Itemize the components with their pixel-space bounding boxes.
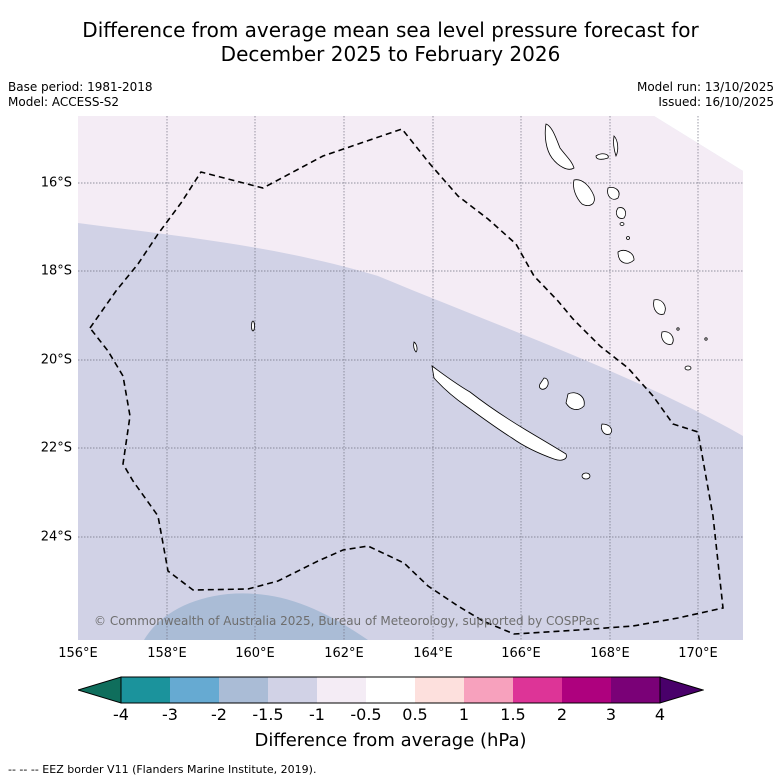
colorbar-segment: [317, 677, 366, 703]
island-malekula: [573, 179, 595, 206]
lon-label-158e: 158°E: [147, 646, 187, 661]
lat-label-16s: 16°S: [40, 175, 72, 191]
colorbar-tick: 1: [458, 705, 470, 724]
island-maewo: [613, 135, 619, 158]
colorbar-segment: [366, 677, 415, 703]
model-text: Model: ACCESS-S2: [8, 95, 120, 109]
colorbar-tick: -1.5: [252, 705, 284, 724]
colorbar-extend-high: [659, 676, 704, 704]
island-belep: [413, 341, 418, 353]
colorbar-segment: [415, 677, 464, 703]
title-line-2: December 2025 to February 2026: [220, 42, 561, 66]
colorbar-title: Difference from average (hPa): [254, 730, 527, 751]
island-ouvea: [539, 377, 549, 390]
lon-label-168e: 168°E: [590, 646, 630, 661]
island-espiritu-santo: [544, 123, 575, 170]
island-efate: [616, 207, 626, 219]
island-matthew: [704, 337, 708, 341]
island-tanna: [653, 299, 666, 315]
base-period-text: Base period: 1981-2018: [8, 80, 153, 94]
colorbar-segment: [513, 677, 562, 703]
lon-label-160e: 160°E: [235, 646, 275, 661]
lat-label-22s: 22°S: [40, 440, 72, 456]
copyright-text: © Commonwealth of Australia 2025, Bureau…: [94, 614, 600, 628]
island-small-1: [619, 222, 625, 226]
lon-label-170e: 170°E: [678, 646, 718, 661]
colorbar-tick: 0.5: [402, 705, 428, 724]
island-small-2: [626, 236, 630, 240]
title-line-1: Difference from average mean sea level p…: [82, 18, 699, 42]
colorbar-segment: [611, 677, 660, 703]
colorbar-tick: 1.5: [500, 705, 526, 724]
colorbar-tick: 2: [556, 705, 568, 724]
colorbar-segment: [562, 677, 611, 703]
island-chesterfield: [251, 320, 255, 332]
island-futuna: [684, 365, 692, 371]
colorbar-segment: [464, 677, 513, 703]
model-run-text: Model run: 13/10/2025: [636, 80, 774, 94]
colorbar-tick: -1: [309, 705, 325, 724]
eez-border: [89, 128, 724, 635]
colorbar-tick: -3: [162, 705, 178, 724]
pressure-zone-minus2: [144, 593, 368, 640]
lon-label-162e: 162°E: [324, 646, 364, 661]
eez-footnote: -- -- -- EEZ border V11 (Flanders Marine…: [8, 763, 317, 776]
island-aneityum: [661, 331, 674, 345]
island-erromango: [617, 250, 635, 264]
island-grande-terre: [431, 365, 567, 461]
colorbar-segment: [219, 677, 268, 703]
colorbar-extend-low: [78, 676, 122, 704]
lat-label-24s: 24°S: [40, 529, 72, 545]
lat-label-18s: 18°S: [40, 263, 72, 279]
islands: [251, 123, 708, 480]
gridlines: [78, 116, 743, 640]
island-hunter: [676, 327, 680, 331]
colorbar-segment: [121, 677, 170, 703]
map-title: Difference from average mean sea level p…: [0, 18, 781, 66]
lon-label-164e: 164°E: [413, 646, 453, 661]
issued-text: Issued: 16/10/2025: [658, 95, 774, 109]
island-isle-of-pines: [581, 472, 591, 480]
island-mare: [601, 423, 612, 435]
map-panel: [78, 116, 743, 640]
lat-label-20s: 20°S: [40, 352, 72, 368]
colorbar-segment: [170, 677, 219, 703]
colorbar-tick: 4: [654, 705, 666, 724]
colorbar-segment: [268, 677, 317, 703]
colorbar: [78, 676, 704, 704]
meta-left: Base period: 1981-2018 Model: ACCESS-S2: [8, 80, 153, 110]
colorbar-tick: -2: [211, 705, 227, 724]
colorbar-tick: -0.5: [350, 705, 382, 724]
colorbar-tick: -4: [113, 705, 129, 724]
island-pentecost: [607, 187, 620, 200]
colorbar-tick: 3: [605, 705, 617, 724]
meta-right: Model run: 13/10/2025 Issued: 16/10/2025: [637, 80, 774, 110]
no-data-corner: [654, 116, 743, 171]
lon-label-156e: 156°E: [58, 646, 98, 661]
island-ambae: [595, 153, 609, 160]
island-lifou: [565, 392, 585, 410]
lon-label-166e: 166°E: [501, 646, 541, 661]
